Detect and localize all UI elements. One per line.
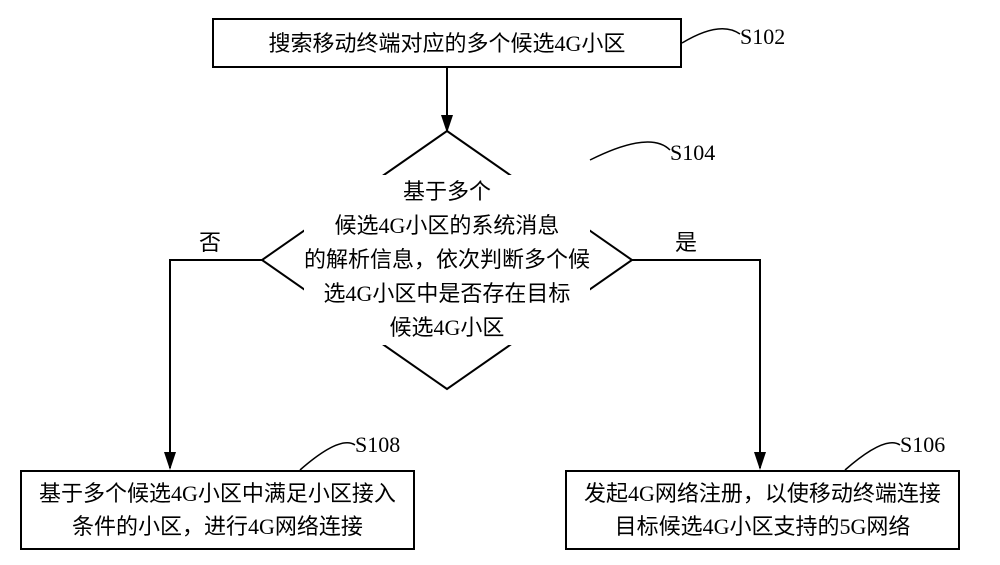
node-s104: 基于多个 候选4G小区的系统消息 的解析信息，依次判断多个候 选4G小区中是否存… bbox=[262, 131, 632, 389]
s104-line2: 的解析信息，依次判断多个候 bbox=[304, 243, 590, 277]
edge-no-label: 否 bbox=[197, 225, 223, 257]
node-s108: 基于多个候选4G小区中满足小区接入条件的小区，进行4G网络连接 bbox=[20, 470, 415, 550]
edge-yes-label: 是 bbox=[673, 225, 699, 257]
s104-line3: 选4G小区中是否存在目标 bbox=[304, 277, 590, 311]
node-s102-text: 搜索移动终端对应的多个候选4G小区 bbox=[269, 27, 626, 60]
node-s102: 搜索移动终端对应的多个候选4G小区 bbox=[212, 18, 682, 68]
s104-line0: 基于多个 bbox=[304, 175, 590, 209]
node-s106-label: S106 bbox=[900, 432, 945, 458]
node-s104-label: S104 bbox=[670, 140, 715, 166]
leader-s106 bbox=[845, 443, 900, 470]
edge-no bbox=[170, 260, 262, 468]
node-s106: 发起4G网络注册，以使移动终端连接目标候选4G小区支持的5G网络 bbox=[565, 470, 960, 550]
leader-s108 bbox=[300, 443, 355, 470]
node-s104-text: 基于多个 候选4G小区的系统消息 的解析信息，依次判断多个候 选4G小区中是否存… bbox=[304, 175, 590, 345]
node-s106-text: 发起4G网络注册，以使移动终端连接目标候选4G小区支持的5G网络 bbox=[579, 477, 946, 543]
leader-s102 bbox=[682, 29, 740, 43]
s104-line4: 候选4G小区 bbox=[304, 311, 590, 345]
edge-yes bbox=[632, 260, 760, 468]
s104-line1: 候选4G小区的系统消息 bbox=[304, 209, 590, 243]
node-s102-label: S102 bbox=[740, 24, 785, 50]
node-s108-text: 基于多个候选4G小区中满足小区接入条件的小区，进行4G网络连接 bbox=[34, 477, 401, 543]
node-s108-label: S108 bbox=[355, 432, 400, 458]
